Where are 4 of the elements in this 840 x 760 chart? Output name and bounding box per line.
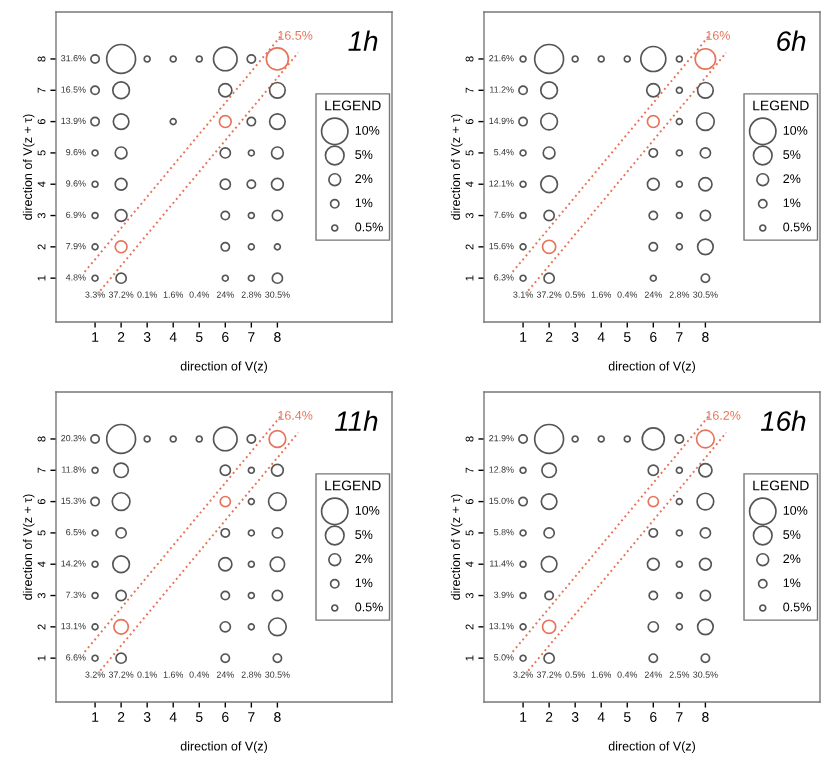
text: 11h xyxy=(334,410,378,431)
text: 1h xyxy=(348,30,378,51)
text: 16h xyxy=(760,410,806,431)
text: 6h xyxy=(777,30,806,51)
